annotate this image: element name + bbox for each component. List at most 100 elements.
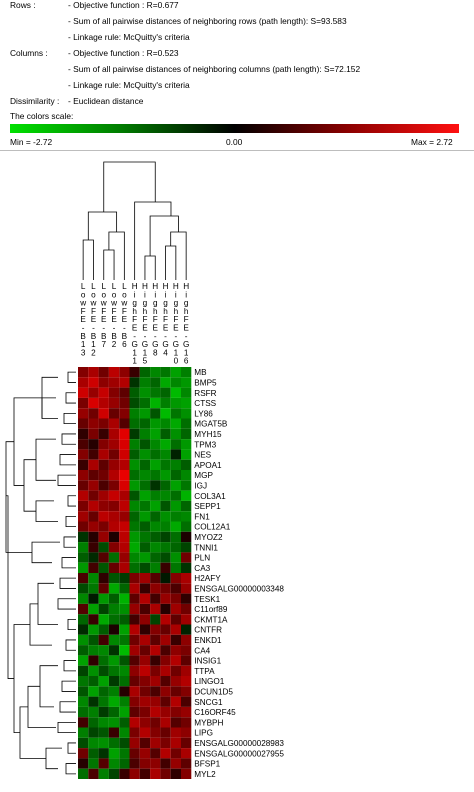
heatmap-cell: [98, 727, 109, 738]
heatmap-cell: [119, 500, 130, 512]
rows-label: Rows :: [10, 0, 36, 10]
heatmap-cell: [181, 603, 192, 615]
heatmap-cell: [150, 624, 161, 635]
heatmap-cell: [181, 758, 192, 769]
dendrogram-branch: [57, 598, 76, 610]
heatmap-cell: [78, 490, 89, 501]
heatmap-cell: [160, 418, 171, 429]
column-label-char: E: [173, 324, 179, 333]
heatmap-cell: [108, 624, 120, 635]
heatmap-cell: [170, 655, 181, 666]
dendrogram-branch: [37, 582, 58, 625]
heatmap-cell: [160, 748, 171, 759]
column-label-char: F: [101, 307, 106, 316]
column-label-char: F: [173, 315, 178, 324]
dendrogram-branch: [82, 239, 94, 280]
heatmap-cell: [108, 397, 120, 409]
heatmap-cell: [108, 655, 120, 666]
heatmap-cell: [160, 696, 171, 707]
dendrogram-branch: [39, 665, 58, 708]
heatmap-cell: [88, 665, 99, 676]
column-label-char: g: [163, 299, 168, 308]
heatmap-cell: [170, 748, 181, 759]
heatmap-cell: [108, 531, 120, 543]
column-label-char: L: [81, 282, 86, 291]
heatmap-cell: [98, 490, 109, 501]
heatmap-cell: [119, 614, 130, 625]
heatmap-cell: [160, 377, 171, 388]
heatmap-cell: [139, 758, 151, 769]
heatmap-cell: [78, 387, 89, 398]
heatmap-cell: [139, 696, 151, 707]
color-scale-bar: [10, 124, 459, 133]
heatmap-cell: [78, 459, 89, 470]
column-label-char: g: [132, 299, 137, 308]
heatmap-cell: [150, 449, 161, 460]
column-label-char: 6: [184, 357, 189, 366]
heatmap-cell: [150, 665, 161, 676]
dendrogram-branch: [61, 557, 76, 569]
heatmap-cell: [98, 706, 109, 718]
heatmap-cell: [98, 676, 109, 687]
column-label-char: B: [91, 332, 97, 341]
heatmap-cell: [88, 562, 99, 573]
heatmap-cell: [108, 573, 120, 584]
rows-objective-function: - Objective function : R=0.677: [68, 0, 179, 10]
heatmap-cell: [119, 480, 130, 491]
heatmap-cell: [139, 521, 151, 532]
heatmap-cell: [139, 397, 151, 409]
heatmap-cell: [88, 676, 99, 687]
row-label: MYL2: [194, 770, 216, 779]
column-label-char: 6: [122, 340, 127, 349]
heatmap-cell: [88, 645, 99, 656]
column-labels: LowFE-B13LowFE-B12LowFE-B7LowFE-B2LowFE-…: [79, 282, 189, 366]
heatmap-cell: [181, 727, 192, 738]
column-label-char: H: [163, 282, 169, 291]
column-label-char: F: [122, 307, 127, 316]
column-label-char: F: [163, 315, 168, 324]
dendrogram-branch: [134, 201, 172, 280]
heatmap-cell: [129, 408, 140, 419]
colors-scale-label: The colors scale:: [10, 111, 74, 121]
heatmap-cell: [78, 737, 89, 749]
heatmap-cell: [181, 706, 192, 718]
row-label: MYOZ2: [194, 533, 223, 542]
column-label-char: B: [122, 332, 128, 341]
heatmap-cell: [160, 665, 171, 676]
row-label: SEPP1: [194, 502, 221, 511]
heatmap-cell: [181, 768, 192, 779]
dendrogram-branch: [5, 441, 32, 553]
heatmap-cell: [88, 500, 99, 512]
heatmap-cell: [170, 500, 181, 512]
heatmap-cell: [139, 676, 151, 687]
heatmap-cell: [129, 428, 140, 440]
heatmap-cell: [139, 727, 151, 738]
heatmap-cell: [150, 562, 161, 573]
heatmap-cell: [78, 614, 89, 625]
heatmap-cell: [119, 428, 130, 440]
column-label-char: w: [120, 299, 127, 308]
heatmap-cell: [98, 500, 109, 512]
heatmap-cell: [78, 603, 89, 615]
heatmap-cell: [139, 552, 151, 563]
heatmap-cell: [160, 459, 171, 470]
heatmap-cell: [139, 408, 151, 419]
row-label: ENSGALG00000027955: [194, 749, 284, 758]
heatmap-cell: [181, 500, 192, 512]
heatmap-cell: [88, 439, 99, 450]
column-label-char: L: [101, 282, 106, 291]
heatmap-cell: [108, 490, 120, 501]
heatmap-cell: [119, 387, 130, 398]
heatmap-cell: [98, 583, 109, 594]
column-label-char: -: [174, 332, 177, 341]
column-label-char: E: [111, 315, 117, 324]
heatmap-cell: [108, 511, 120, 522]
heatmap-cell: [88, 490, 99, 501]
heatmap-cell: [181, 748, 192, 759]
column-label-char: i: [165, 290, 167, 299]
heatmap-cell: [150, 706, 161, 718]
column-label-char: B: [111, 332, 117, 341]
heatmap-cell: [150, 367, 161, 378]
column-label-char: 1: [91, 340, 96, 349]
heatmap-cell: [150, 521, 161, 532]
